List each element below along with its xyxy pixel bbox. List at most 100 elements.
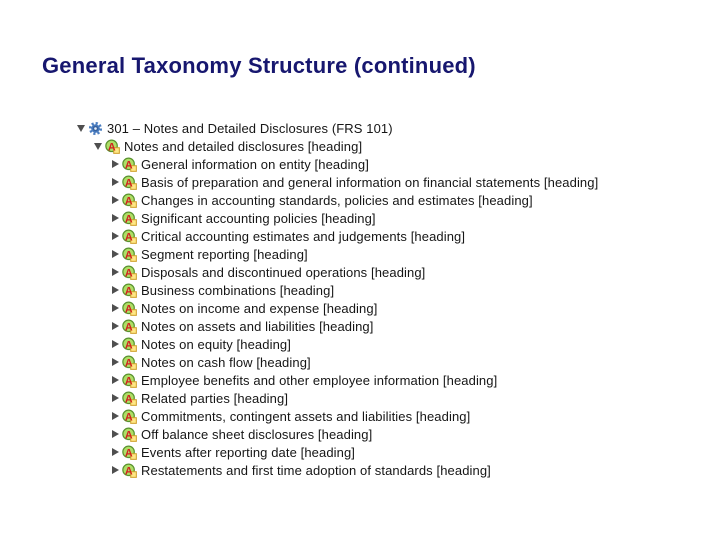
tree-node-label: Restatements and first time adoption of … bbox=[141, 462, 491, 478]
tree-node-label: Changes in accounting standards, policie… bbox=[141, 192, 533, 208]
tree-node-label: Notes on cash flow [heading] bbox=[141, 354, 311, 370]
abstract-element-icon: A bbox=[122, 427, 137, 442]
svg-text:A: A bbox=[125, 393, 133, 405]
tree-node-label: Notes and detailed disclosures [heading] bbox=[124, 138, 363, 154]
disclosure-triangle-icon[interactable] bbox=[110, 338, 120, 350]
svg-text:A: A bbox=[125, 249, 133, 261]
disclosure-triangle-icon[interactable] bbox=[110, 374, 120, 386]
tree-node-row[interactable]: A Segment reporting [heading] bbox=[110, 245, 598, 263]
disclosure-triangle-icon[interactable] bbox=[110, 302, 120, 314]
abstract-element-icon: A bbox=[122, 265, 137, 280]
svg-text:A: A bbox=[125, 339, 133, 351]
disclosure-triangle-icon[interactable] bbox=[110, 230, 120, 242]
tree-node-row[interactable]: A Business combinations [heading] bbox=[110, 281, 598, 299]
abstract-element-icon: A bbox=[105, 139, 120, 154]
abstract-element-icon: A bbox=[122, 391, 137, 406]
tree-node-row[interactable]: A Employee benefits and other employee i… bbox=[110, 371, 598, 389]
tree-node-label: Related parties [heading] bbox=[141, 390, 289, 406]
taxonomy-gear-icon bbox=[88, 121, 103, 136]
disclosure-triangle-icon[interactable] bbox=[110, 464, 120, 476]
disclosure-triangle-icon[interactable] bbox=[93, 140, 103, 152]
disclosure-triangle-icon[interactable] bbox=[110, 248, 120, 260]
disclosure-triangle-icon[interactable] bbox=[110, 194, 120, 206]
svg-text:A: A bbox=[125, 321, 133, 333]
tree-node-row[interactable]: A Related parties [heading] bbox=[110, 389, 598, 407]
abstract-element-icon: A bbox=[122, 211, 137, 226]
taxonomy-tree: 301 – Notes and Detailed Disclosures (FR… bbox=[76, 119, 598, 479]
tree-node-label: Notes on income and expense [heading] bbox=[141, 300, 378, 316]
svg-text:A: A bbox=[125, 447, 133, 459]
svg-text:A: A bbox=[125, 357, 133, 369]
disclosure-triangle-icon[interactable] bbox=[110, 212, 120, 224]
abstract-element-icon: A bbox=[122, 319, 137, 334]
svg-text:A: A bbox=[125, 375, 133, 387]
tree-node-label: Business combinations [heading] bbox=[141, 282, 335, 298]
tree-node-row[interactable]: A Critical accounting estimates and judg… bbox=[110, 227, 598, 245]
tree-node-label: Notes on assets and liabilities [heading… bbox=[141, 318, 374, 334]
abstract-element-icon: A bbox=[122, 445, 137, 460]
tree-node-label: Events after reporting date [heading] bbox=[141, 444, 356, 460]
tree-node-row[interactable]: A Notes on assets and liabilities [headi… bbox=[110, 317, 598, 335]
tree-node-row[interactable]: A Off balance sheet disclosures [heading… bbox=[110, 425, 598, 443]
disclosure-triangle-icon[interactable] bbox=[110, 446, 120, 458]
abstract-element-icon: A bbox=[122, 463, 137, 478]
tree-node-row[interactable]: A Notes on equity [heading] bbox=[110, 335, 598, 353]
disclosure-triangle-icon[interactable] bbox=[110, 410, 120, 422]
disclosure-triangle-icon[interactable] bbox=[110, 266, 120, 278]
tree-node-row[interactable]: A Notes on income and expense [heading] bbox=[110, 299, 598, 317]
abstract-element-icon: A bbox=[122, 175, 137, 190]
abstract-element-icon: A bbox=[122, 283, 137, 298]
svg-text:A: A bbox=[125, 231, 133, 243]
slide-title: General Taxonomy Structure (continued) bbox=[42, 53, 476, 78]
tree-node-label: Critical accounting estimates and judgem… bbox=[141, 228, 466, 244]
tree-node-row[interactable]: A Changes in accounting standards, polic… bbox=[110, 191, 598, 209]
svg-text:A: A bbox=[125, 285, 133, 297]
abstract-element-icon: A bbox=[122, 157, 137, 172]
tree-node-label: Commitments, contingent assets and liabi… bbox=[141, 408, 471, 424]
tree-node-row[interactable]: A Notes and detailed disclosures [headin… bbox=[93, 137, 598, 155]
tree-node-row[interactable]: A Notes on cash flow [heading] bbox=[110, 353, 598, 371]
tree-node-label: Employee benefits and other employee inf… bbox=[141, 372, 498, 388]
abstract-element-icon: A bbox=[122, 301, 137, 316]
svg-text:A: A bbox=[125, 159, 133, 171]
disclosure-triangle-icon[interactable] bbox=[110, 392, 120, 404]
svg-text:A: A bbox=[125, 213, 133, 225]
svg-text:A: A bbox=[125, 177, 133, 189]
tree-node-row[interactable]: A General information on entity [heading… bbox=[110, 155, 598, 173]
svg-text:A: A bbox=[125, 411, 133, 423]
disclosure-triangle-icon[interactable] bbox=[110, 158, 120, 170]
disclosure-triangle-icon[interactable] bbox=[76, 122, 86, 134]
tree-node-label: Disposals and discontinued operations [h… bbox=[141, 264, 426, 280]
tree-node-row[interactable]: A Disposals and discontinued operations … bbox=[110, 263, 598, 281]
abstract-element-icon: A bbox=[122, 337, 137, 352]
svg-text:A: A bbox=[125, 267, 133, 279]
tree-node-row[interactable]: A Events after reporting date [heading] bbox=[110, 443, 598, 461]
tree-node-label: Segment reporting [heading] bbox=[141, 246, 308, 262]
tree-node-label: Notes on equity [heading] bbox=[141, 336, 291, 352]
disclosure-triangle-icon[interactable] bbox=[110, 428, 120, 440]
svg-text:A: A bbox=[125, 303, 133, 315]
svg-text:A: A bbox=[125, 429, 133, 441]
tree-node-label: Off balance sheet disclosures [heading] bbox=[141, 426, 373, 442]
abstract-element-icon: A bbox=[122, 247, 137, 262]
tree-node-label: 301 – Notes and Detailed Disclosures (FR… bbox=[107, 120, 393, 136]
abstract-element-icon: A bbox=[122, 373, 137, 388]
tree-node-row[interactable]: A Significant accounting policies [headi… bbox=[110, 209, 598, 227]
abstract-element-icon: A bbox=[122, 229, 137, 244]
tree-node-row[interactable]: 301 – Notes and Detailed Disclosures (FR… bbox=[76, 119, 598, 137]
abstract-element-icon: A bbox=[122, 193, 137, 208]
disclosure-triangle-icon[interactable] bbox=[110, 176, 120, 188]
tree-node-row[interactable]: A Restatements and first time adoption o… bbox=[110, 461, 598, 479]
disclosure-triangle-icon[interactable] bbox=[110, 284, 120, 296]
disclosure-triangle-icon[interactable] bbox=[110, 356, 120, 368]
abstract-element-icon: A bbox=[122, 409, 137, 424]
svg-text:A: A bbox=[108, 141, 116, 153]
svg-text:A: A bbox=[125, 195, 133, 207]
tree-node-row[interactable]: A Basis of preparation and general infor… bbox=[110, 173, 598, 191]
tree-node-label: General information on entity [heading] bbox=[141, 156, 369, 172]
tree-node-row[interactable]: A Commitments, contingent assets and lia… bbox=[110, 407, 598, 425]
abstract-element-icon: A bbox=[122, 355, 137, 370]
svg-text:A: A bbox=[125, 465, 133, 477]
disclosure-triangle-icon[interactable] bbox=[110, 320, 120, 332]
tree-node-label: Significant accounting policies [heading… bbox=[141, 210, 376, 226]
